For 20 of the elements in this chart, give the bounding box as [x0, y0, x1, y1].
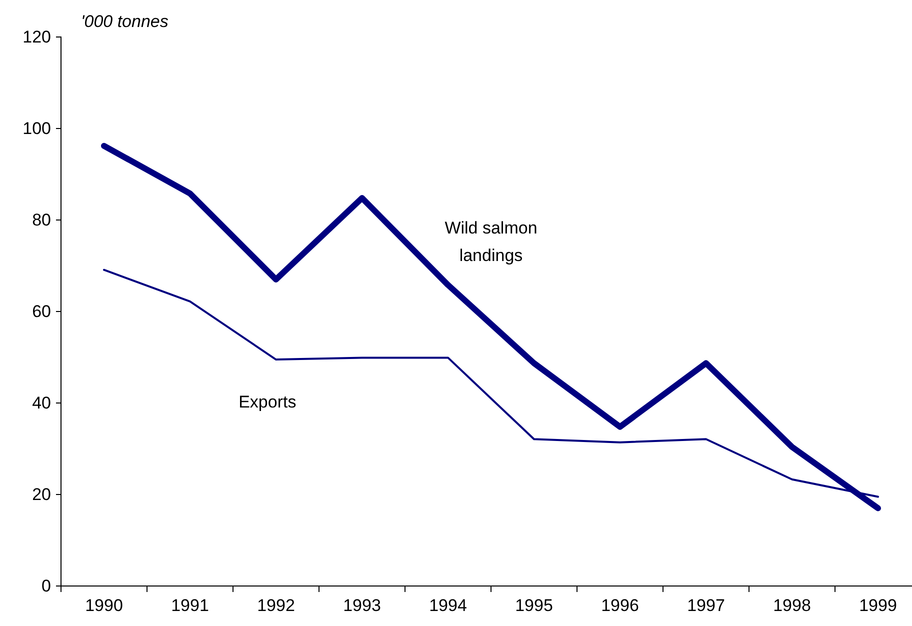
y-tick-label: 60 — [32, 302, 51, 321]
x-tick-label: 1991 — [171, 596, 209, 616]
x-tick-label: 1992 — [257, 596, 295, 616]
series-label: Exports — [238, 392, 296, 412]
x-tick-label: 1999 — [859, 596, 897, 616]
y-tick-label: 20 — [32, 484, 51, 504]
y-tick-label: 80 — [32, 210, 51, 230]
y-tick-label: 100 — [22, 118, 51, 138]
y-tick-label: 120 — [22, 27, 51, 46]
x-tick-label: 1998 — [773, 596, 811, 616]
x-tick-label: 1990 — [85, 596, 123, 616]
y-tick-label: 40 — [32, 393, 51, 412]
x-tick-label: 1997 — [687, 596, 725, 616]
x-tick-label: 1994 — [429, 596, 467, 616]
x-tick-label: 1995 — [515, 596, 553, 616]
x-tick-label: 1993 — [343, 596, 381, 616]
x-tick-label: 1996 — [601, 596, 639, 616]
y-axis-title: '000 tonnes — [81, 12, 169, 31]
y-tick-label: 0 — [42, 576, 51, 596]
series-label: Wild salmon landings — [444, 218, 538, 265]
